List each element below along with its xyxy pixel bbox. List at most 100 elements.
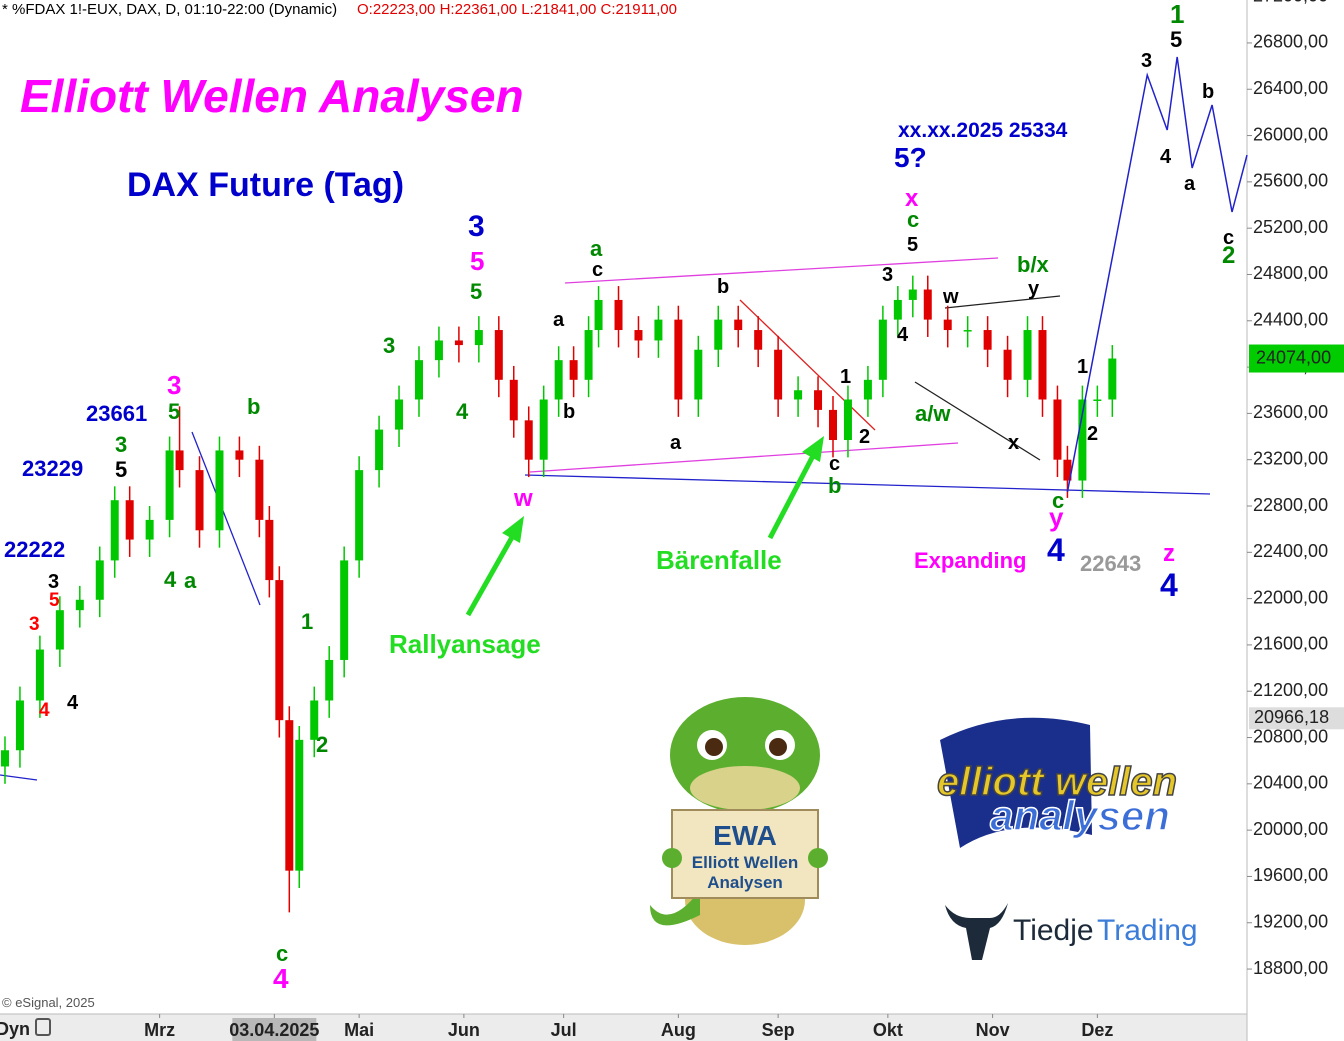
snout [690,766,800,810]
y-tick-label: 18800,00 [1253,958,1328,978]
candle-body [434,340,443,361]
support-line [524,474,1211,495]
wave-label: b [717,276,729,298]
y-tick-label: 25200,00 [1253,217,1328,237]
candle-body [1053,399,1062,460]
candle-body [694,349,703,400]
wave-label: 4 [273,963,289,994]
trend-lines [0,257,1211,781]
candle-body [908,289,917,300]
logo-text: Trading [1097,914,1198,947]
candle-body [295,739,304,871]
y-tick-label: 22400,00 [1253,541,1328,561]
wave-label: c [592,259,603,281]
wave-label: 23661 [86,401,147,426]
wave-label: Rallyansage [389,629,541,659]
sign-title: EWA [713,820,777,851]
wave-label: c [1223,227,1234,249]
wave-label: 3 [48,571,59,593]
arrow [465,530,518,617]
candle-body [983,330,992,350]
y-tick-label: 26000,00 [1253,124,1328,144]
candle-body [75,599,84,611]
sign-text: Analysen [707,873,783,892]
x-tick-label: Mai [344,1020,374,1040]
candle-body [893,299,902,320]
y-tick-label: 24400,00 [1253,310,1328,330]
candle-body [654,319,663,341]
cursor-price-box [1249,707,1344,730]
wave-label: 5? [894,142,927,173]
wave-label: 22222 [4,537,65,562]
symbol-info: * %FDAX 1!-EUX, DAX, D, 01:10-22:00 (Dyn… [2,1,337,18]
logo-text: analysen [990,792,1170,839]
x-tick-label: Mrz [144,1020,175,1040]
wave-label: a/w [915,401,951,426]
y-tick-label: 24800,00 [1253,263,1328,283]
candle-body [794,390,803,400]
logo-text: Tiedje [1013,914,1094,947]
candle-body [215,450,224,531]
y-tick-label: 21600,00 [1253,634,1328,654]
wave-label: 3 [882,264,893,286]
candle-body [110,500,119,561]
wave-label: 22643 [1080,551,1141,576]
candle-body [814,390,823,410]
wave-label: b [247,394,260,419]
candle-body [275,580,284,721]
candle-body [325,659,334,701]
pupil [705,738,723,756]
wave-label: a [590,236,603,261]
candle-body [674,319,683,400]
lock-icon [35,1018,51,1036]
candle-body [1003,349,1012,380]
x-tick-label: Dez [1081,1020,1113,1040]
triangle-lower [914,381,1041,461]
candle-body [454,340,463,346]
candle-body [285,720,294,871]
arrow-head [802,436,824,462]
wave-label: x [905,185,919,212]
wave-label: x [1008,432,1019,454]
sign-text: Elliott Wellen [692,853,798,872]
wave-label: b [563,401,575,423]
candle-body [1063,459,1072,481]
candle-body [634,330,643,341]
wave-label: 1 [840,366,851,388]
wave-label: 2 [1087,423,1098,445]
logo-text: elliott wellen [937,760,1177,804]
y-tick-label: 25600,00 [1253,171,1328,191]
wave-label: 2 [1222,242,1235,269]
cursor-price-label: 20966,18 [1254,707,1329,727]
candle-body [828,409,837,441]
candle-body [524,420,533,460]
candle-body [539,399,548,460]
x-tick-label: Jun [448,1020,480,1040]
wave-label: Expanding [914,548,1026,573]
wave-label: Elliott Wellen Analysen [20,70,524,122]
candle-body [878,319,887,380]
x-tick-label: Jul [551,1020,577,1040]
trend-line [191,431,261,606]
ohlc-info: O:22223,00 H:22361,00 L:21841,00 C:21911… [357,1,677,18]
y-tick-label: 23600,00 [1253,402,1328,422]
candle-body [1038,330,1047,400]
ewa-logo: elliott wellen analysen [936,717,1178,848]
candle-body [843,399,852,441]
candle-body [165,450,174,520]
y-tick-label: 22800,00 [1253,495,1328,515]
candle-body [614,299,623,331]
candle-body [509,379,518,421]
y-tick-label: 19200,00 [1253,911,1328,931]
wave-label: 3 [115,432,127,457]
wave-label: c [907,207,919,232]
arrows [465,436,824,617]
channel-upper [564,257,999,284]
candle-body [1023,330,1032,380]
hand [662,848,682,868]
hand [808,848,828,868]
candle-body [235,450,244,460]
candle-body [175,450,184,471]
wave-label: y [1028,278,1040,300]
x-tick-label: Okt [873,1020,903,1040]
